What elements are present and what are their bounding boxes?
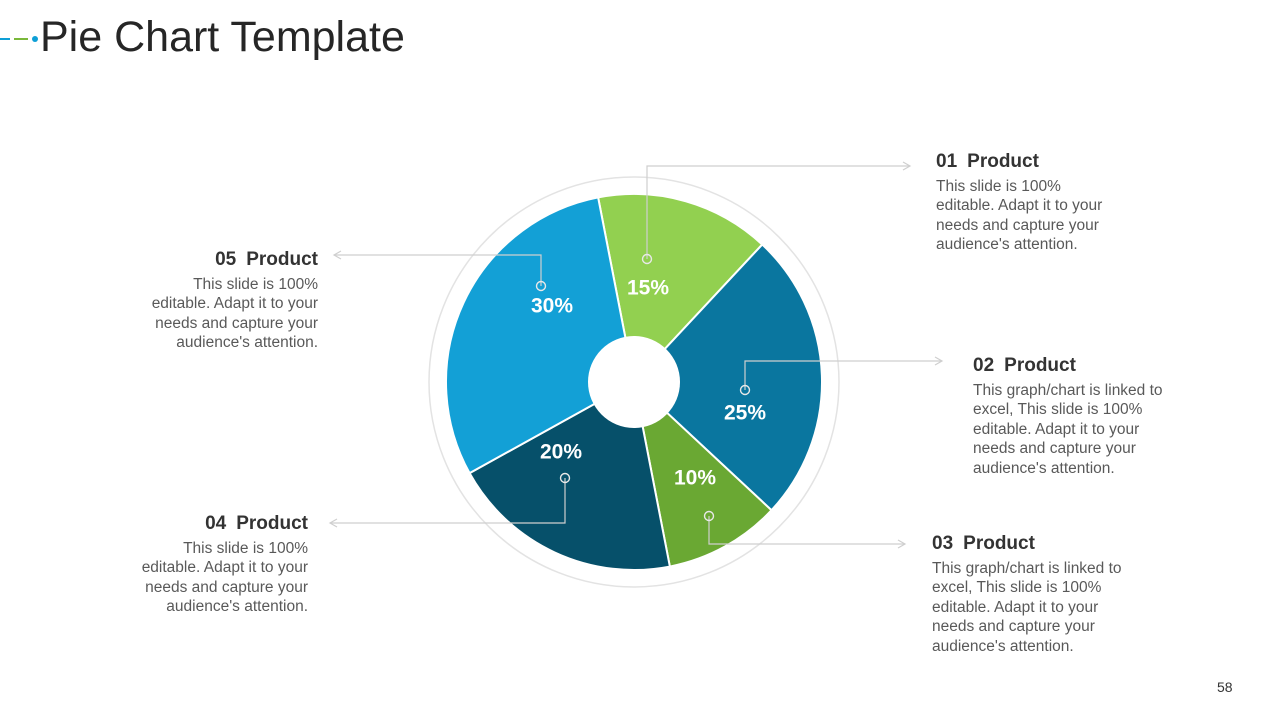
callout-product-04: 04 Product This slide is 100% editable. A… xyxy=(78,513,308,617)
leader-arrowhead-4 xyxy=(328,518,338,528)
pie-slice-5 xyxy=(445,196,636,475)
callout-description: This graph/chart is linked to excel, Thi… xyxy=(932,560,1122,655)
leader-line-3 xyxy=(708,516,905,545)
callout-number: 05 xyxy=(215,249,237,270)
callout-heading: 03 Product xyxy=(932,533,1162,555)
slice-value-label-3: 10% xyxy=(674,467,716,490)
callout-product-05: 05 Product This slide is 100% editable. A… xyxy=(88,249,318,353)
callout-product-03: 03 Product This graph/chart is linked to … xyxy=(932,533,1162,656)
slice-value-label-4: 20% xyxy=(540,441,582,464)
slice-value-label-5: 30% xyxy=(531,295,573,318)
leader-marker-2 xyxy=(739,384,751,396)
pie-slice-1 xyxy=(596,193,764,385)
leader-arrowhead-2 xyxy=(934,356,944,366)
callout-description: This graph/chart is linked to excel, Thi… xyxy=(973,382,1163,477)
callout-label: Product xyxy=(236,513,308,534)
title-accent-mark xyxy=(0,36,38,42)
callout-label: Product xyxy=(1004,355,1076,376)
callout-label: Product xyxy=(967,151,1039,172)
leader-marker-1 xyxy=(641,253,653,265)
leader-line-4 xyxy=(330,478,566,524)
callout-product-02: 02 Product This graph/chart is linked to … xyxy=(973,355,1203,478)
leader-line-2 xyxy=(744,360,942,390)
callout-label: Product xyxy=(246,249,318,270)
leader-marker-5 xyxy=(535,280,547,292)
leader-arrowhead-1 xyxy=(902,161,912,171)
leader-line-1 xyxy=(646,165,910,259)
callout-description: This slide is 100% editable. Adapt it to… xyxy=(936,178,1103,254)
leader-arrowhead-5 xyxy=(332,250,342,260)
callout-number: 03 xyxy=(932,533,954,554)
leader-marker-4 xyxy=(559,472,571,484)
callout-description: This slide is 100% editable. Adapt it to… xyxy=(141,540,308,616)
pie-slice-3 xyxy=(632,379,773,568)
callout-label: Product xyxy=(963,533,1035,554)
pie-center-hole xyxy=(588,336,680,428)
pie-slice-2 xyxy=(632,243,823,512)
callout-heading: 04 Product xyxy=(78,513,308,535)
leader-line-5 xyxy=(334,254,542,286)
slice-value-label-1: 15% xyxy=(627,277,669,300)
callout-heading: 02 Product xyxy=(973,355,1203,377)
callout-product-01: 01 Product This slide is 100% editable. A… xyxy=(936,151,1166,255)
callout-number: 04 xyxy=(205,513,227,534)
callout-number: 01 xyxy=(936,151,958,172)
page-title: Pie Chart Template xyxy=(40,13,405,61)
callout-heading: 05 Product xyxy=(88,249,318,271)
callout-description: This slide is 100% editable. Adapt it to… xyxy=(151,276,318,352)
callout-number: 02 xyxy=(973,355,995,376)
leader-marker-3 xyxy=(703,510,715,522)
page-number: 58 xyxy=(1217,679,1233,695)
callout-heading: 01 Product xyxy=(936,151,1166,173)
leader-arrowhead-3 xyxy=(897,539,907,549)
slice-value-label-2: 25% xyxy=(724,402,766,425)
